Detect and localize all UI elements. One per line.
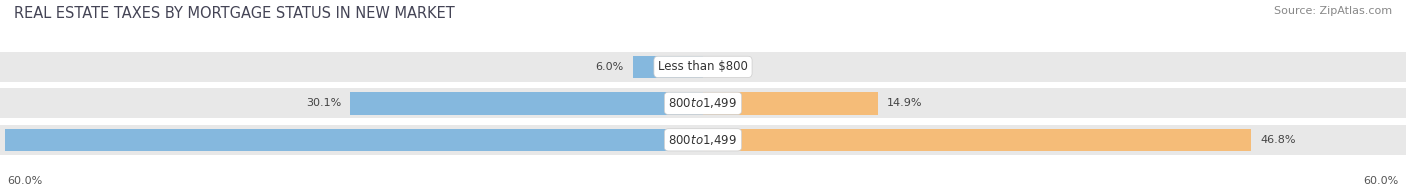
Bar — [633, 56, 703, 78]
Text: 30.1%: 30.1% — [305, 98, 340, 108]
Text: Source: ZipAtlas.com: Source: ZipAtlas.com — [1274, 6, 1392, 16]
Bar — [350, 92, 703, 115]
Text: $800 to $1,499: $800 to $1,499 — [668, 133, 738, 147]
Text: 60.0%: 60.0% — [1364, 176, 1399, 186]
Text: $800 to $1,499: $800 to $1,499 — [668, 96, 738, 110]
Text: 6.0%: 6.0% — [595, 62, 623, 72]
Text: 0.0%: 0.0% — [713, 62, 741, 72]
Bar — [0, 88, 1406, 118]
Bar — [703, 129, 1251, 151]
Bar — [703, 92, 877, 115]
Bar — [0, 125, 1406, 155]
Text: Less than $800: Less than $800 — [658, 60, 748, 73]
Text: 60.0%: 60.0% — [7, 176, 42, 186]
Text: REAL ESTATE TAXES BY MORTGAGE STATUS IN NEW MARKET: REAL ESTATE TAXES BY MORTGAGE STATUS IN … — [14, 6, 454, 21]
Text: 46.8%: 46.8% — [1261, 135, 1296, 145]
Bar — [0, 52, 1406, 82]
Bar — [4, 129, 703, 151]
Text: 14.9%: 14.9% — [887, 98, 922, 108]
